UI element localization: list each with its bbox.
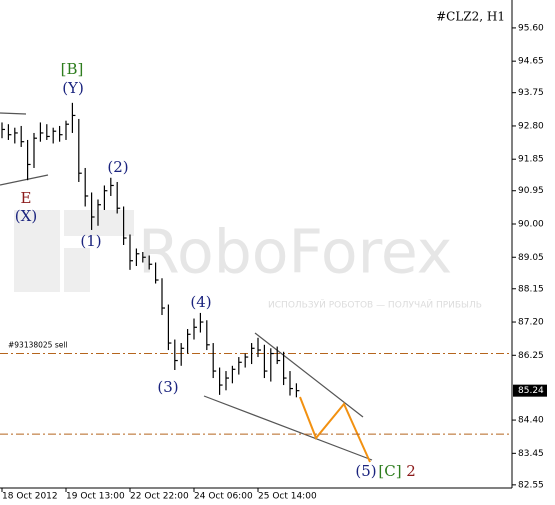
y-tick-label: 83.45 (518, 449, 544, 459)
logo-block (64, 210, 134, 236)
wave-label: (5) (355, 462, 376, 480)
y-tick-label: 91.85 (518, 155, 544, 165)
wave-label: [B] (61, 60, 84, 78)
y-tick-label: 88.15 (518, 284, 544, 294)
wave-label: [C] (378, 462, 401, 480)
price-box (513, 384, 547, 397)
y-tick-label: 90.95 (518, 186, 544, 196)
price-label: 85.24 (518, 386, 544, 396)
y-tick-label: 95.60 (518, 23, 544, 33)
logo-block (14, 210, 60, 292)
logo-block (64, 248, 90, 292)
y-tick-label: 84.40 (518, 416, 544, 426)
watermark-brand: RoboForex (138, 218, 452, 288)
wave-label: 2 (406, 462, 416, 480)
trend-line (0, 112, 27, 115)
forecast-path (299, 396, 371, 463)
wave-label: (4) (190, 293, 211, 311)
level-label: #93138025 sell (8, 341, 68, 350)
y-tick-label: 89.05 (518, 253, 544, 263)
y-tick-label: 94.65 (518, 57, 544, 67)
x-tick-label: 25 Oct 14:00 (258, 492, 317, 502)
y-tick-label: 86.25 (518, 351, 544, 361)
wave-label: (Y) (62, 79, 84, 97)
chart-title: #CLZ2, H1 (436, 10, 505, 24)
wave-label: (2) (107, 158, 128, 176)
x-tick-label: 19 Oct 13:00 (66, 492, 125, 502)
trend-line (0, 174, 49, 186)
wave-label: E (21, 189, 32, 207)
trend-lines (0, 112, 373, 461)
y-tick-label: 82.55 (518, 480, 544, 490)
wave-label: (1) (80, 232, 101, 250)
y-tick-label: 93.75 (518, 88, 544, 98)
y-tick-label: 92.80 (518, 121, 544, 131)
y-tick-label: 87.20 (518, 318, 544, 328)
trend-line (203, 395, 373, 461)
x-tick-label: 22 Oct 22:00 (130, 492, 189, 502)
watermark-slogan: ИСПОЛЬЗУЙ РОБОТОВ — ПОЛУЧАЙ ПРИБЫЛЬ (268, 299, 482, 311)
x-tick-label: 18 Oct 2012 (2, 492, 58, 502)
y-tick-label: 90.00 (518, 219, 544, 229)
x-tick-label: 24 Oct 06:00 (194, 492, 253, 502)
wave-label: (X) (15, 207, 37, 225)
wave-label: (3) (157, 378, 178, 396)
trend-line (254, 332, 364, 418)
watermark-logo (14, 210, 134, 292)
